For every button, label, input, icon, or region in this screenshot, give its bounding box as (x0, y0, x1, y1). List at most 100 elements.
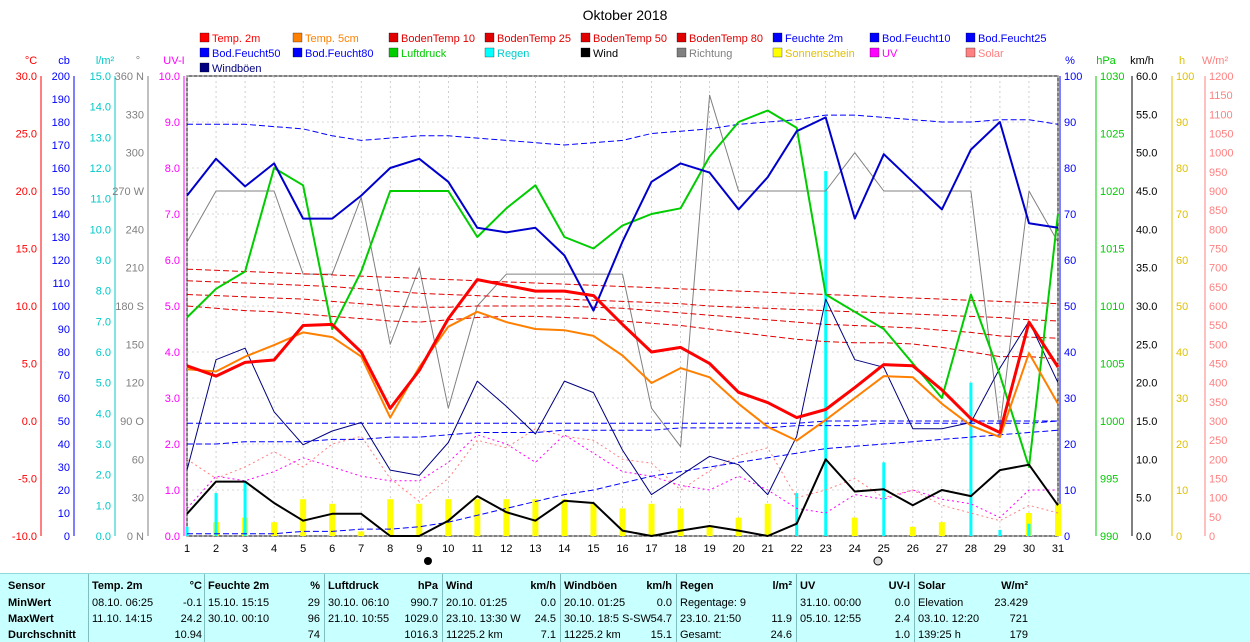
y-tick-label: 100 (1064, 71, 1082, 83)
x-tick-label: 8 (387, 543, 393, 555)
new-moon-icon (423, 557, 432, 565)
y-tick-label: 55.0 (1136, 109, 1157, 121)
rain-bar (998, 529, 1002, 536)
y-tick-label: 0 (1209, 531, 1215, 543)
y-tick-label: 60 (1176, 255, 1188, 267)
block-title: Wind (446, 580, 473, 592)
block-title: UV (800, 580, 816, 592)
column-separator (914, 574, 915, 642)
sunshine-bar (358, 531, 365, 536)
block-cell-label: 23.10. 13:30 W (446, 613, 521, 625)
y-tick-label: 2.0 (96, 470, 111, 482)
legend-swatch (965, 32, 976, 43)
y-tick-label: 30 (1064, 393, 1076, 405)
sunshine-bar (387, 499, 394, 536)
x-tick-label: 19 (703, 543, 715, 555)
legend-label: Solar (978, 48, 1004, 60)
legend-swatch (772, 47, 783, 58)
sunshine-bar (561, 499, 568, 536)
y-tick-label: 600 (1209, 301, 1227, 313)
y-tick-label: 995 (1100, 474, 1118, 486)
legend-swatch (199, 47, 210, 58)
column-separator (442, 574, 443, 642)
x-tick-label: 25 (878, 543, 890, 555)
x-tick-label: 3 (242, 543, 248, 555)
sunshine-bar (735, 517, 742, 536)
y-tick-label: 10.0 (90, 224, 111, 236)
column-separator (676, 574, 677, 642)
y-tick-label: 150 (52, 186, 70, 198)
block-cell-value: 54.7 (650, 613, 672, 625)
y-tick-label: 60 (1064, 255, 1076, 267)
y-tick-label: 35.0 (1136, 263, 1157, 275)
block-cell-value: 24.2 (180, 613, 202, 625)
y-tick-label: 1005 (1100, 359, 1124, 371)
block-cell-value: 10.94 (174, 629, 202, 641)
series-line-solar (186, 428, 1059, 522)
block-unit: hPa (417, 580, 438, 592)
y-tick-label: 70 (58, 370, 70, 382)
x-tick-label: 16 (616, 543, 628, 555)
y-tick-label: 160 (52, 163, 70, 175)
y-tick-label: 45.0 (1136, 186, 1157, 198)
block-cell-value: 23.429 (994, 597, 1028, 609)
block-cell-label: 30.10. 00:10 (208, 613, 270, 625)
y-tick-label: 1000 (1209, 148, 1233, 160)
legend-label: Windböen (212, 63, 262, 75)
y-axis-unit: ° (136, 55, 140, 67)
y-tick-label: 30 (1176, 393, 1188, 405)
y-tick-label: 1.0 (96, 500, 111, 512)
row-label: Sensor (8, 580, 46, 592)
y-tick-label: 25.0 (16, 129, 37, 141)
series-line-bod-feucht50 (187, 420, 1059, 445)
y-tick-label: 80 (1176, 163, 1188, 175)
y-tick-label: 90 (1176, 117, 1188, 129)
y-tick-label: 40.0 (1136, 224, 1157, 236)
legend-label: Feuchte 2m (785, 33, 843, 45)
y-tick-label: 6.0 (165, 255, 180, 267)
y-tick-label: 6.0 (96, 347, 111, 359)
block-cell-value: 1029.0 (404, 613, 438, 625)
block-cell-value: 990.7 (410, 597, 438, 609)
y-tick-label: 100 (1176, 71, 1194, 83)
y-tick-label: 300 (126, 148, 144, 160)
x-tick-label: 14 (558, 543, 570, 555)
rain-bar (214, 493, 218, 536)
y-axis-unit: h (1179, 55, 1185, 67)
y-tick-label: 13.0 (90, 132, 111, 144)
y-tick-label: 40 (1064, 347, 1076, 359)
y-tick-label: 700 (1209, 263, 1227, 275)
rain-bar (185, 526, 189, 536)
x-tick-label: 30 (1023, 543, 1035, 555)
x-tick-label: 18 (674, 543, 686, 555)
x-tick-label: 15 (587, 543, 599, 555)
x-tick-label: 13 (529, 543, 541, 555)
block-cell-label: 139:25 h (918, 629, 961, 641)
y-tick-label: 0 (1064, 531, 1070, 543)
y-tick-label: 10 (58, 508, 70, 520)
x-tick-label: 5 (300, 543, 306, 555)
legend-swatch (869, 32, 880, 43)
x-tick-label: 24 (849, 543, 861, 555)
y-tick-label: 20.0 (1136, 378, 1157, 390)
block-unit: °C (189, 580, 202, 592)
y-tick-label: 3.0 (96, 439, 111, 451)
column-separator (88, 574, 89, 642)
y-tick-label: 7.0 (165, 209, 180, 221)
legend-label: BodenTemp 10 (401, 33, 475, 45)
sunshine-bar (532, 499, 539, 536)
block-title: Regen (680, 580, 714, 592)
y-tick-label: 70 (1064, 209, 1076, 221)
y-tick-label: 360 N (115, 71, 144, 83)
block-cell-value: -0.1 (183, 597, 202, 609)
sunshine-bar (851, 517, 858, 536)
y-tick-label: 5.0 (96, 378, 111, 390)
y-tick-label: 10.0 (1136, 454, 1157, 466)
legend-swatch (388, 32, 399, 43)
y-tick-label: 8.0 (165, 163, 180, 175)
y-axis-unit: W/m² (1202, 55, 1229, 67)
y-tick-label: 200 (52, 71, 70, 83)
y-tick-label: 120 (52, 255, 70, 267)
block-cell-label: 30.10. 06:10 (328, 597, 390, 609)
y-tick-label: 250 (1209, 435, 1227, 447)
